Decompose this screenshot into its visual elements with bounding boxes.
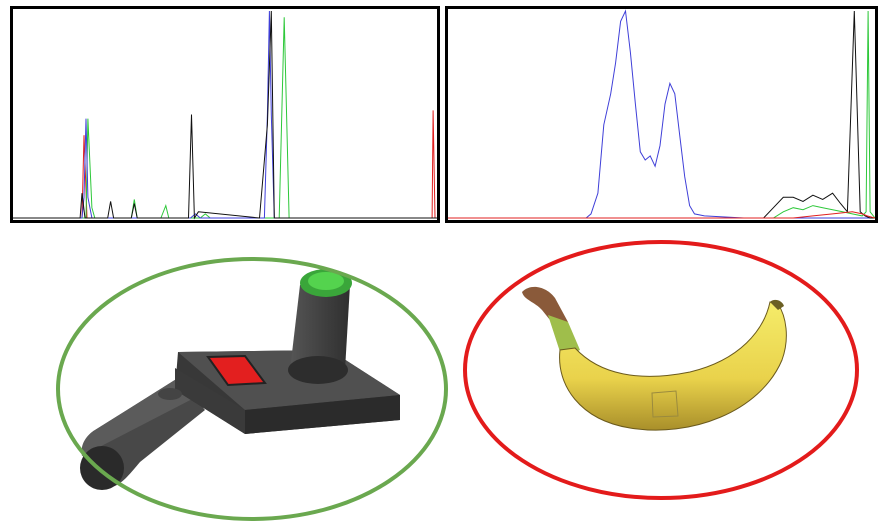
- series-green-line: [448, 10, 875, 219]
- banana-body: [559, 301, 787, 431]
- histogram-left: [10, 6, 440, 223]
- series-blue-line: [448, 9, 875, 219]
- histogram-left-plot: [13, 10, 437, 220]
- scanner-red-display: [206, 354, 267, 387]
- object-illustrations: [56, 240, 859, 521]
- scanner-device: [80, 269, 400, 490]
- series-green-line: [13, 17, 437, 219]
- series-red-line: [448, 211, 875, 219]
- red-ellipse: [463, 240, 859, 500]
- series-blue-line: [13, 10, 437, 219]
- green-ellipse: [56, 257, 448, 521]
- banana: [522, 286, 787, 431]
- series-red-line: [13, 110, 437, 219]
- histogram-right: [445, 6, 878, 223]
- scanner-cylinder: [290, 285, 350, 370]
- histogram-right-plot: [448, 9, 875, 219]
- series-black-line: [448, 10, 875, 219]
- series-black-line: [13, 10, 437, 220]
